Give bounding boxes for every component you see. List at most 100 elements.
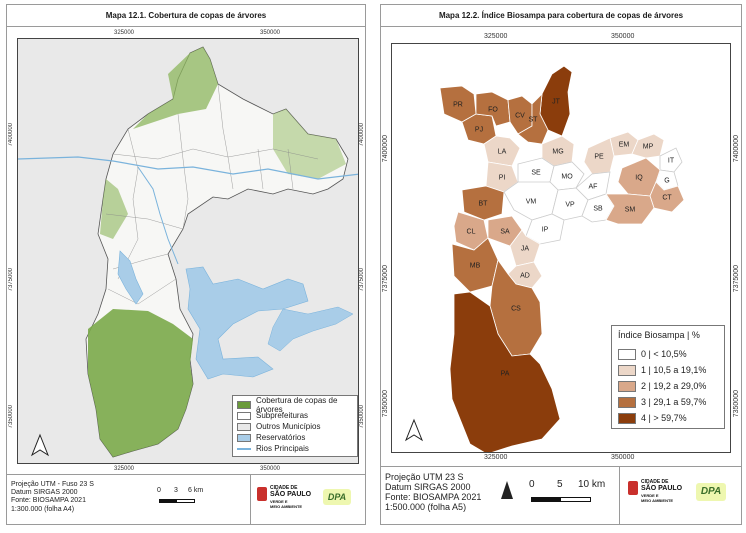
region-label-JA: JA xyxy=(521,246,530,253)
legend-label: 3 | 29,1 a 59,7% xyxy=(641,397,707,407)
legend-swatch xyxy=(618,412,636,424)
legend-label: 0 | < 10,5% xyxy=(641,349,687,359)
reservoir-guarapiranga xyxy=(117,250,144,305)
region-BT xyxy=(461,185,505,221)
tick-bottom: 325000 xyxy=(484,454,508,461)
logo-area: CIDADE DE SÃO PAULO VERDE E MEIO AMBIENT… xyxy=(619,467,743,524)
region-label-LA: LA xyxy=(498,149,507,156)
region-SM xyxy=(605,193,655,225)
tick-right: 7400000 xyxy=(733,135,740,163)
scale-label: 3 xyxy=(174,487,178,494)
scale-label: 5 xyxy=(557,479,563,490)
region-label-PI: PI xyxy=(499,175,506,182)
tick-top: 325000 xyxy=(484,33,508,40)
legend-swatch xyxy=(618,348,636,360)
meta-line: Datum SIRGAS 2000 xyxy=(11,489,78,497)
green-south xyxy=(88,309,193,457)
tick-right: 7375000 xyxy=(359,268,365,292)
tick-bottom: 350000 xyxy=(611,454,635,461)
region-label-FO: FO xyxy=(488,107,498,114)
region-label-CS: CS xyxy=(511,306,521,313)
tick-right: 7375000 xyxy=(733,265,740,293)
legend-label: Cobertura de copas de árvores xyxy=(256,395,338,414)
right-map-footer: Projeção UTM 23 S Datum SIRGAS 2000 Font… xyxy=(381,466,741,524)
right-map-panel: Mapa 12.2. Índice Biosampa para cobertur… xyxy=(380,4,742,525)
legend-item: 4 | > 59,7% xyxy=(614,410,722,426)
meta-line: Projeção UTM 23 S xyxy=(385,472,464,482)
north-arrow-icon xyxy=(404,418,424,442)
legend-item: 3 | 29,1 a 59,7% xyxy=(614,394,722,410)
right-map-legend: Índice Biosampa | % 0 | < 10,5% 1 | 10,5… xyxy=(611,325,725,429)
legend-item: Reservatórios xyxy=(233,432,357,443)
tick-top: 325000 xyxy=(114,30,135,36)
legend-swatch xyxy=(237,400,251,409)
meta-line: Fonte: BIOSAMPA 2021 xyxy=(11,497,86,505)
region-label-VP: VP xyxy=(565,202,575,209)
region-label-CV: CV xyxy=(515,113,525,120)
logo-text: CIDADE DE SÃO PAULO VERDE E MEIO AMBIENT… xyxy=(270,485,311,509)
legend-label: 2 | 19,2 a 29,0% xyxy=(641,381,707,391)
legend-swatch xyxy=(618,364,636,376)
region-label-MO: MO xyxy=(561,174,573,181)
legend-swatch xyxy=(237,447,251,450)
legend-label: 1 | 10,5 a 19,1% xyxy=(641,365,707,375)
tick-left: 7350000 xyxy=(8,405,14,429)
tick-right: 7350000 xyxy=(733,390,740,418)
region-label-PE: PE xyxy=(594,154,604,161)
green-west xyxy=(100,179,128,239)
region-label-AF: AF xyxy=(589,184,598,191)
logo-line: SÃO PAULO xyxy=(641,485,683,492)
right-map-svg: PR PJ FO CV JT ST LA MG EM MP IT PE G PI SE MO AF IQ CT BT V… xyxy=(404,65,685,452)
legend-item: Cobertura de copas de árvores xyxy=(233,396,357,414)
region-label-IQ: IQ xyxy=(635,175,643,182)
region-label-MB: MB xyxy=(470,263,481,270)
tick-left: 7375000 xyxy=(382,265,389,293)
river-tiete xyxy=(18,156,358,180)
legend-item: Subprefeituras xyxy=(233,410,357,421)
reservoir-billings xyxy=(185,266,309,380)
left-map-panel: Mapa 12.1. Cobertura de copas de árvores… xyxy=(6,4,366,525)
region-labels: PR PJ FO CV JT ST LA MG EM MP IT PE G PI SE MO AF IQ CT BT V… xyxy=(453,99,675,378)
region-label-BT: BT xyxy=(479,201,489,208)
reservoir-east-arm xyxy=(267,306,354,352)
region-label-AD: AD xyxy=(520,273,530,280)
left-map-canvas xyxy=(17,38,359,464)
legend-label: Subprefeituras xyxy=(256,411,309,420)
region-label-SB: SB xyxy=(593,206,603,213)
legend-label: Outros Municípios xyxy=(256,422,321,431)
tick-right: 7350000 xyxy=(359,405,365,429)
region-label-PR: PR xyxy=(453,102,463,109)
tick-right: 7400000 xyxy=(359,123,365,147)
region-label-G: G xyxy=(664,178,669,185)
scale-bar xyxy=(531,497,591,502)
left-map-title: Mapa 12.1. Cobertura de copas de árvores xyxy=(7,5,365,27)
meta-line: 1:500.000 (folha A5) xyxy=(385,502,467,512)
legend-swatch xyxy=(618,396,636,408)
tick-left: 7400000 xyxy=(382,135,389,163)
legend-item: 0 | < 10,5% xyxy=(614,346,722,362)
region-PA xyxy=(449,291,561,452)
region-label-MG: MG xyxy=(552,149,563,156)
tick-top: 350000 xyxy=(611,33,635,40)
legend-swatch xyxy=(237,411,251,420)
legend-item: Outros Municípios xyxy=(233,421,357,432)
scale-bar xyxy=(159,499,195,503)
north-arrow-icon xyxy=(30,433,50,457)
region-FO xyxy=(475,91,511,127)
region-label-CL: CL xyxy=(467,229,476,236)
legend-label: Reservatórios xyxy=(256,433,306,442)
legend-label: 4 | > 59,7% xyxy=(641,413,687,423)
left-map-footer: Projeção UTM - Fuso 23 S Datum SIRGAS 20… xyxy=(7,474,365,524)
region-label-SA: SA xyxy=(500,229,510,236)
logo-line: SÃO PAULO xyxy=(270,491,312,498)
legend-swatch xyxy=(237,433,251,442)
region-label-ST: ST xyxy=(529,117,539,124)
subprefeitura-lines xyxy=(105,83,319,305)
logo-line: CIDADE DE xyxy=(641,479,669,485)
legend-title: Índice Biosampa | % xyxy=(618,330,700,340)
green-north xyxy=(133,47,218,129)
region-label-SE: SE xyxy=(531,170,541,177)
scale-label: 0 xyxy=(529,479,535,490)
legend-swatch xyxy=(237,422,251,431)
map-metadata: Projeção UTM 23 S Datum SIRGAS 2000 Font… xyxy=(385,472,481,512)
